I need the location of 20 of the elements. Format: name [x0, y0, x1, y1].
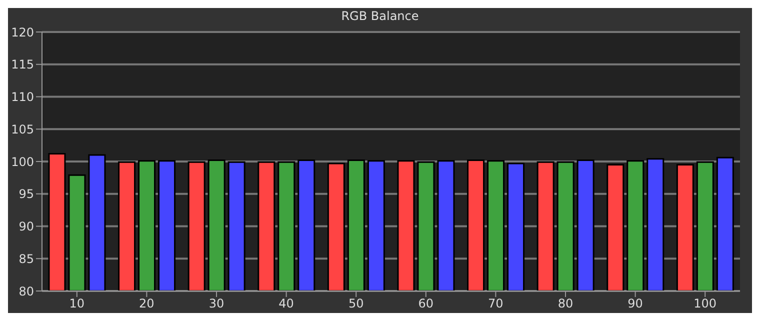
x-tick-label: 10 [69, 296, 85, 311]
y-tick-label: 105 [11, 122, 34, 136]
x-tick-label: 40 [278, 296, 294, 311]
x-tick-label: 50 [348, 296, 364, 311]
y-tick-label: 110 [11, 90, 34, 104]
x-tick-label: 90 [628, 296, 643, 311]
y-tick-label: 115 [11, 58, 34, 72]
y-tick-label: 120 [11, 25, 34, 40]
x-tick-label: 100 [694, 296, 717, 311]
y-tick-label: 80 [18, 284, 34, 298]
x-tick-label: 60 [418, 296, 434, 311]
y-tick-label: 95 [18, 187, 34, 202]
x-tick-label: 80 [558, 296, 574, 311]
y-tick-label: 90 [18, 220, 34, 234]
chart-title: RGB Balance [340, 8, 420, 24]
x-tick-label: 20 [139, 296, 154, 311]
y-tick-label: 100 [11, 154, 34, 169]
x-tick-label: 30 [208, 296, 224, 311]
y-tick-label: 85 [18, 252, 34, 266]
x-tick-label: 70 [488, 296, 504, 311]
